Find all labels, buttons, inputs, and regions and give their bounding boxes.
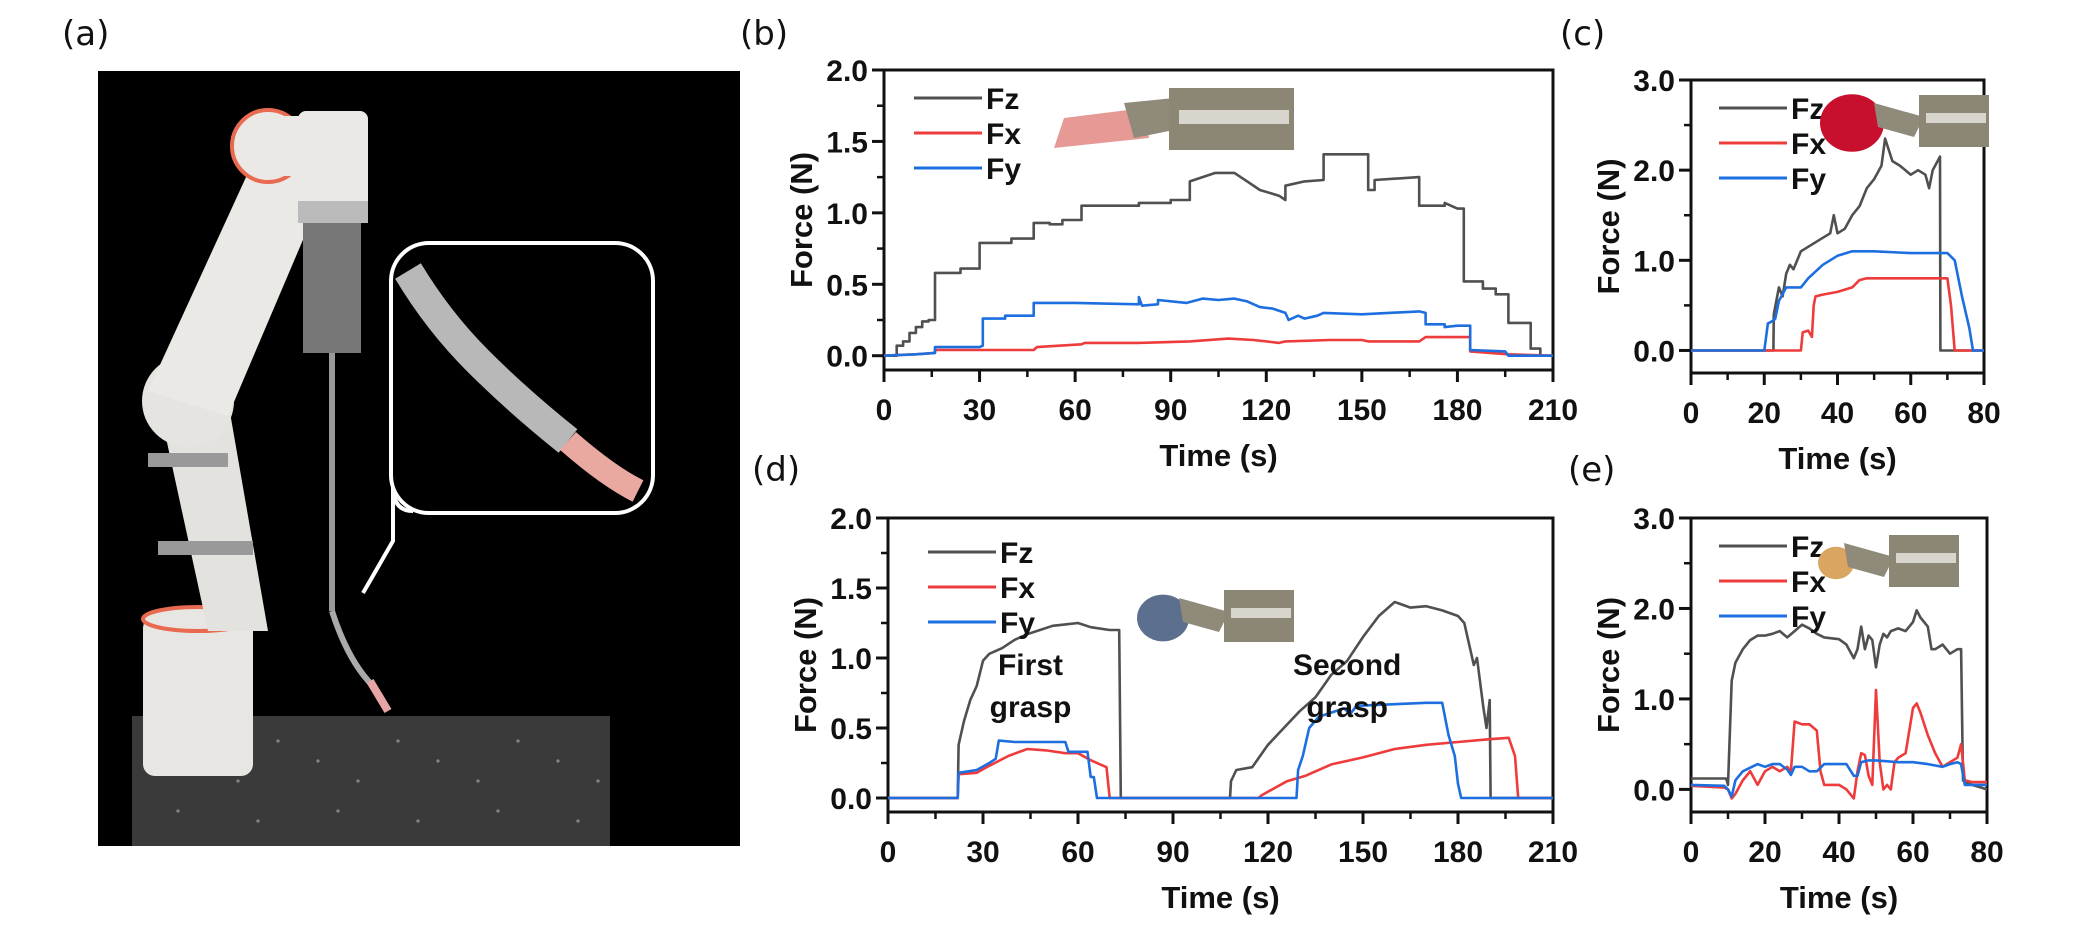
y-tick-label: 0.5: [830, 713, 872, 746]
panel-label-d: (d): [752, 450, 801, 490]
y-tick-label: 0.5: [826, 269, 868, 302]
x-tick-label: 210: [1528, 394, 1578, 427]
x-tick-label: 0: [1683, 397, 1700, 430]
legend-label-fx: Fx: [986, 118, 1021, 151]
y-tick-label: 1.5: [826, 126, 868, 159]
gripper-nut-object-photo: [1818, 535, 1959, 587]
x-tick-label: 90: [1154, 394, 1187, 427]
y-tick-label: 3.0: [1633, 65, 1675, 98]
y-tick-label: 2.0: [1633, 593, 1675, 626]
x-tick-label: 60: [1061, 836, 1094, 869]
x-tick-label: 30: [966, 836, 999, 869]
y-tick-label: 1.0: [1633, 245, 1675, 278]
x-tick-label: 0: [876, 394, 893, 427]
annotation-text: Second: [1293, 649, 1401, 682]
x-tick-label: 0: [880, 836, 897, 869]
y-tick-label: 1.0: [830, 643, 872, 676]
legend-label-fy: Fy: [1791, 163, 1826, 196]
legend-label-fx: Fx: [1000, 572, 1035, 605]
panel-label-a: (a): [62, 14, 110, 54]
chart-panel-d: 0 30 60 90 120 150 180 210 0.0 0.5 1.0 1.5 2.0 Time (…: [788, 503, 1578, 915]
series-line-fx: [883, 335, 1554, 357]
x-tick-label: 0: [1683, 836, 1700, 869]
legend-label-fy: Fy: [1000, 607, 1035, 640]
x-tick-label: 210: [1528, 836, 1578, 869]
y-tick-label: 0.0: [826, 341, 868, 374]
legend-label-fz: Fz: [986, 83, 1019, 116]
series-line-fy: [888, 701, 1553, 800]
y-tick-label: 2.0: [826, 55, 868, 88]
x-tick-label: 60: [1896, 836, 1929, 869]
y-tick-label: 2.0: [1633, 155, 1675, 188]
annotation-text: grasp: [990, 691, 1072, 724]
legend-label-fy: Fy: [986, 153, 1021, 186]
x-tick-label: 60: [1058, 394, 1091, 427]
series-line-fy: [1690, 759, 1987, 798]
robot-arm-photo: [98, 71, 740, 846]
x-tick-label: 180: [1433, 836, 1483, 869]
gripper-blue-object-photo: [1137, 590, 1294, 642]
y-tick-label: 0.0: [1633, 774, 1675, 807]
x-tick-label: 120: [1241, 394, 1291, 427]
legend-label-fx: Fx: [1791, 128, 1826, 161]
series-line-fz: [888, 600, 1553, 800]
y-tick-label: 1.0: [1633, 684, 1675, 717]
gripper-red-object-photo: [1820, 94, 1989, 152]
x-axis-label: Time (s): [1780, 880, 1898, 915]
x-tick-label: 30: [963, 394, 996, 427]
annotation-text: First: [998, 649, 1063, 682]
x-tick-label: 80: [1967, 397, 2000, 430]
y-axis-label: Force (N): [1591, 158, 1626, 294]
x-tick-label: 120: [1243, 836, 1293, 869]
x-axis-label: Time (s): [1778, 441, 1896, 476]
panel-label-e: (e): [1568, 450, 1616, 490]
y-tick-label: 1.0: [826, 198, 868, 231]
y-tick-label: 3.0: [1633, 503, 1675, 536]
x-tick-label: 80: [1970, 836, 2003, 869]
gripper-tissue-photo: [1054, 88, 1294, 150]
x-tick-label: 150: [1338, 836, 1388, 869]
legend-label-fz: Fz: [1791, 93, 1824, 126]
series-line-fy: [1691, 250, 1984, 352]
y-tick-label: 0.0: [830, 783, 872, 816]
y-tick-label: 2.0: [830, 503, 872, 536]
legend-label-fz: Fz: [1000, 537, 1033, 570]
y-tick-label: 1.5: [830, 573, 872, 606]
legend-label-fx: Fx: [1791, 566, 1826, 599]
series-line-fx: [1691, 276, 1984, 352]
series-line-fz: [1691, 137, 1984, 352]
series-line-fz: [1691, 608, 1988, 791]
chart-panel-c: 0 20 40 60 80 0.0 1.0 2.0 3.0 Time (s) Force (N) Fz…: [1591, 65, 2001, 476]
x-axis-label: Time (s): [1161, 880, 1279, 915]
y-tick-label: 0.0: [1633, 335, 1675, 368]
y-axis-label: Force (N): [1591, 597, 1626, 733]
x-tick-label: 40: [1821, 397, 1854, 430]
series-line-fz: [884, 153, 1553, 358]
x-tick-label: 20: [1748, 836, 1781, 869]
annotation-text: grasp: [1306, 691, 1388, 724]
y-axis-label: Force (N): [784, 152, 819, 288]
panel-label-c: (c): [1560, 14, 1606, 54]
legend-label-fy: Fy: [1791, 601, 1826, 634]
x-tick-label: 20: [1748, 397, 1781, 430]
x-axis-label: Time (s): [1159, 438, 1277, 473]
x-tick-label: 180: [1432, 394, 1482, 427]
x-tick-label: 150: [1337, 394, 1387, 427]
robot-base: [143, 616, 253, 776]
chart-panel-b: 0 30 60 90 120 150 180 210 0.0 0.5 1.0 1.5 2.0 Time (…: [784, 55, 1578, 473]
x-tick-label: 60: [1894, 397, 1927, 430]
x-tick-label: 40: [1822, 836, 1855, 869]
x-tick-label: 90: [1156, 836, 1189, 869]
series-line-fy: [883, 295, 1553, 358]
y-axis-label: Force (N): [788, 597, 823, 733]
panel-label-b: (b): [740, 14, 789, 54]
